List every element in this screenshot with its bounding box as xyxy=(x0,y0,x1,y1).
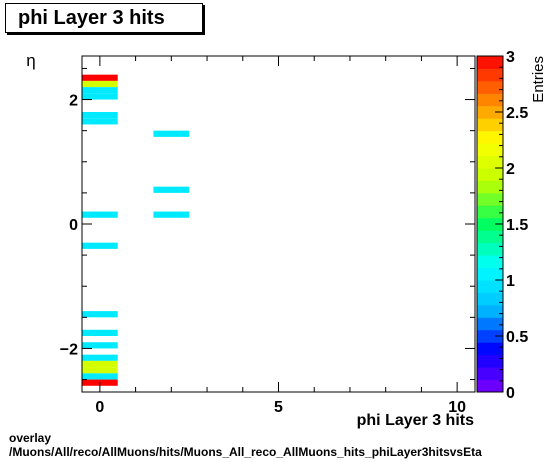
color-scale-segment xyxy=(477,242,503,256)
color-scale-segment xyxy=(477,180,503,194)
z-tick-label: 2 xyxy=(506,161,515,178)
z-axis-ticks: 0 0.5 1 1.5 2 2.5 3 xyxy=(495,49,528,402)
heatmap-cell xyxy=(82,373,118,380)
color-scale-segment xyxy=(477,317,503,331)
color-scale-segment xyxy=(477,68,503,82)
color-scale-segment xyxy=(477,304,503,318)
color-scale-segment xyxy=(477,205,503,219)
color-scale-segment xyxy=(477,143,503,157)
color-scale-segment xyxy=(477,130,503,144)
color-scale-segment xyxy=(477,118,503,132)
color-scale-segment xyxy=(477,367,503,381)
x-tick-label: 5 xyxy=(274,399,283,416)
heatmap-cell xyxy=(82,112,118,119)
z-tick-label: 2.5 xyxy=(506,105,528,122)
footer-line-1: overlay xyxy=(9,431,52,445)
y-tick-label: 0 xyxy=(69,217,78,234)
plot-frame xyxy=(81,55,476,393)
heatmap-cell xyxy=(82,118,118,125)
x-tick-label: 0 xyxy=(95,399,104,416)
y-tick-label: 2 xyxy=(69,93,78,110)
color-scale-segment xyxy=(477,155,503,169)
z-tick-label: 0.5 xyxy=(506,329,528,346)
heatmap-cell xyxy=(82,242,118,249)
heatmap-cell xyxy=(82,354,118,361)
color-scale-segment xyxy=(477,217,503,231)
color-scale-segment xyxy=(477,80,503,94)
chart-title-box: phi Layer 3 hits xyxy=(5,3,203,33)
heatmap-cells xyxy=(82,74,190,386)
y-axis-label: η xyxy=(26,51,35,70)
heatmap-cell xyxy=(82,311,118,318)
color-scale-segment xyxy=(477,192,503,206)
color-scale-bar xyxy=(476,55,504,393)
color-scale-segment xyxy=(477,379,503,393)
color-scale-segment xyxy=(477,56,503,69)
heatmap-cell xyxy=(153,186,190,193)
footer-line-2: /Muons/All/reco/AllMuons/hits/Muons_All_… xyxy=(9,445,482,459)
color-scale-segment xyxy=(477,354,503,368)
footer-path: overlay /Muons/All/reco/AllMuons/hits/Mu… xyxy=(9,431,482,459)
color-scale-segment xyxy=(477,280,503,293)
heatmap-cell xyxy=(82,74,118,81)
z-axis-label: Entries xyxy=(530,56,546,103)
z-tick-label: 1.5 xyxy=(506,217,528,234)
heatmap-cell xyxy=(82,87,118,94)
heatmap-cell xyxy=(82,329,118,336)
x-axis-ticks: 0 5 10 xyxy=(95,56,466,416)
chart-title: phi Layer 3 hits xyxy=(18,7,165,29)
color-scale-segment xyxy=(477,230,503,244)
color-scale-segment xyxy=(477,329,503,343)
z-tick-label: 3 xyxy=(506,49,515,66)
y-tick-label: −2 xyxy=(60,341,78,358)
heatmap-cell xyxy=(82,93,118,100)
heatmap-cell xyxy=(82,367,118,374)
color-scale-segment xyxy=(477,93,503,107)
x-tick-label: 10 xyxy=(448,399,466,416)
heatmap-cell xyxy=(82,80,118,88)
heatmap-cell xyxy=(153,211,190,218)
color-scale-segment xyxy=(477,292,503,306)
color-scale-segment xyxy=(477,168,503,181)
z-tick-label: 1 xyxy=(506,273,515,290)
color-scale-segment xyxy=(477,255,503,269)
heatmap-cell xyxy=(82,342,118,349)
heatmap-cell xyxy=(153,130,190,137)
color-scale-segment xyxy=(477,105,503,119)
z-tick-label: 0 xyxy=(506,385,515,402)
y-axis-ticks: −2 0 2 xyxy=(60,67,475,381)
heatmap-cell xyxy=(82,360,118,368)
heatmap-cell xyxy=(82,211,118,218)
x-axis-label: phi Layer 3 hits xyxy=(357,412,474,429)
color-scale-segment xyxy=(477,342,503,356)
color-scale-segment xyxy=(477,267,503,281)
